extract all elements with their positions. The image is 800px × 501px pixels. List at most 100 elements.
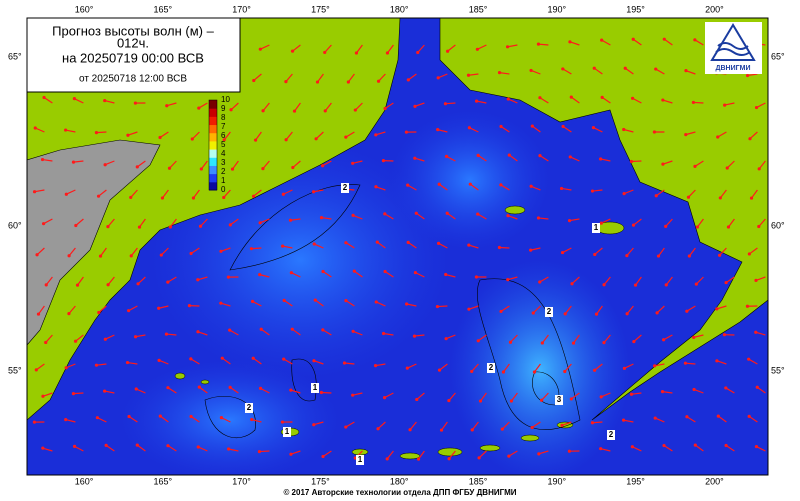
arrow-head xyxy=(281,192,285,196)
wave-arrow xyxy=(126,305,138,313)
arrow-shaft xyxy=(223,131,231,141)
arrow-head xyxy=(754,444,759,449)
wave-arrow xyxy=(133,334,146,339)
arrow-shaft xyxy=(755,331,766,336)
wave-arrow xyxy=(602,334,611,345)
arrow-head xyxy=(476,339,480,343)
wave-arrow xyxy=(282,298,293,307)
wave-arrow xyxy=(374,300,386,307)
arrow-shaft xyxy=(191,131,200,140)
arrow-head xyxy=(599,157,603,161)
arrow-shaft xyxy=(376,301,386,307)
arrow-head xyxy=(64,366,68,370)
wave-arrow xyxy=(258,44,270,51)
arrow-shaft xyxy=(541,334,549,344)
wave-arrow xyxy=(74,218,84,228)
arrow-head xyxy=(499,183,503,187)
wave-arrow xyxy=(315,73,324,84)
lat-label: 60° xyxy=(8,220,22,230)
arrow-shaft xyxy=(477,154,487,162)
arrow-shaft xyxy=(345,131,355,138)
arrow-head xyxy=(754,105,759,110)
arrow-head xyxy=(258,273,262,277)
arrow-shaft xyxy=(161,189,169,199)
wave-arrow xyxy=(439,421,448,432)
wave-arrow xyxy=(191,189,200,200)
wave-arrow xyxy=(754,276,766,282)
wave-arrow xyxy=(136,276,146,286)
arrow-shaft xyxy=(192,189,200,199)
wave-arrow xyxy=(67,247,76,258)
wave-arrow xyxy=(726,218,735,229)
arrow-head xyxy=(280,244,285,248)
arrow-shaft xyxy=(169,218,177,228)
wave-arrow xyxy=(505,44,518,49)
lon-label: 160° xyxy=(75,476,94,486)
arrow-head xyxy=(133,101,138,105)
arrow-head xyxy=(622,127,626,132)
arrow-head xyxy=(568,40,572,44)
arrow-shaft xyxy=(507,276,518,281)
arrow-shaft xyxy=(345,242,355,249)
colorbar-tick-label: 5 xyxy=(221,140,226,149)
arrow-shaft xyxy=(694,160,704,167)
wave-arrow xyxy=(261,102,270,113)
arrow-head xyxy=(537,452,541,456)
wave-arrow xyxy=(226,275,239,279)
wave-arrow xyxy=(250,417,262,423)
arrow-shaft xyxy=(262,102,270,112)
arrow-shaft xyxy=(322,271,332,278)
arrow-shaft xyxy=(317,73,324,83)
wave-arrow xyxy=(219,301,231,307)
arrow-head xyxy=(250,299,255,303)
contour-label: 3 xyxy=(557,395,562,404)
arrow-head xyxy=(500,427,504,431)
wave-arrow xyxy=(321,328,332,336)
arrow-shaft xyxy=(561,187,572,191)
wave-arrow xyxy=(94,363,107,367)
arrow-shaft xyxy=(439,363,448,371)
wave-arrow xyxy=(164,332,177,336)
wave-arrow xyxy=(190,131,200,141)
arrow-head xyxy=(71,160,76,164)
arrow-head xyxy=(529,68,533,73)
arrow-shaft xyxy=(260,387,270,394)
arrow-shaft xyxy=(104,160,115,166)
arrow-head xyxy=(447,398,451,403)
wave-arrow xyxy=(125,360,138,365)
wave-arrow xyxy=(103,334,115,341)
arrow-head xyxy=(621,418,626,422)
arrow-shaft xyxy=(291,272,301,278)
arrow-head xyxy=(96,194,101,198)
arrow-head xyxy=(629,159,634,164)
wave-arrow xyxy=(281,189,293,196)
arrow-shaft xyxy=(384,102,394,110)
wave-arrow xyxy=(725,160,735,170)
arrow-head xyxy=(507,454,511,458)
wave-arrow xyxy=(497,245,510,250)
arrow-shaft xyxy=(414,334,425,337)
arrow-shaft xyxy=(345,300,355,307)
wave-arrow xyxy=(103,160,115,167)
arrow-shaft xyxy=(137,276,146,285)
lon-label: 170° xyxy=(232,476,251,486)
wave-arrow xyxy=(137,218,146,229)
arrow-head xyxy=(189,414,193,419)
arrow-head xyxy=(507,153,511,157)
wave-arrow xyxy=(292,102,301,113)
arrow-shaft xyxy=(725,444,735,452)
arrow-shaft xyxy=(593,67,603,75)
arrow-head xyxy=(444,154,449,159)
wave-arrow xyxy=(437,363,448,372)
arrow-shaft xyxy=(353,270,363,278)
wave-arrow xyxy=(135,443,146,452)
wave-arrow xyxy=(72,444,84,452)
wave-arrow xyxy=(249,247,262,251)
arrow-shaft xyxy=(716,360,727,365)
wave-arrow xyxy=(443,102,456,106)
wave-arrow xyxy=(630,96,642,104)
arrow-head xyxy=(470,428,474,432)
arrow-shaft xyxy=(603,276,611,286)
arrow-head xyxy=(351,213,355,217)
wave-arrow xyxy=(567,218,580,223)
